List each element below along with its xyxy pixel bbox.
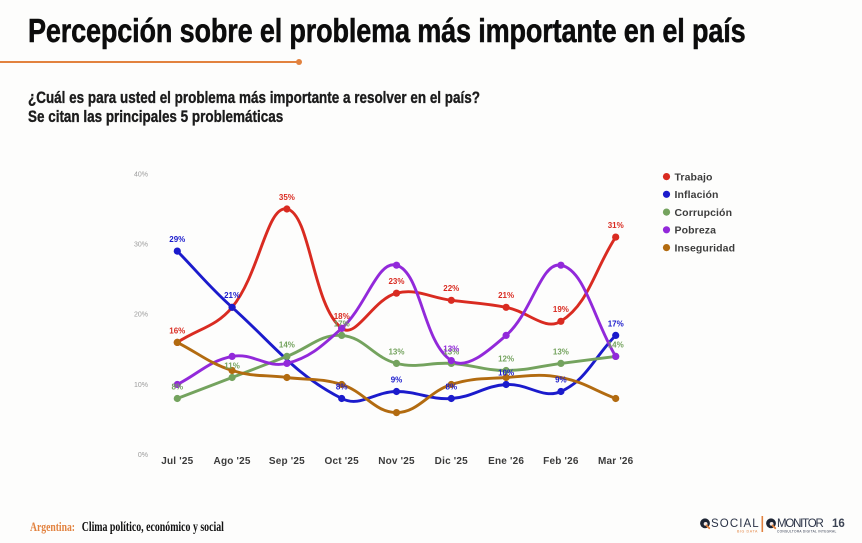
svg-text:10%: 10% xyxy=(498,368,514,377)
svg-text:21%: 21% xyxy=(224,291,240,300)
svg-text:BIG DATA: BIG DATA xyxy=(737,530,758,534)
svg-text:13%: 13% xyxy=(443,345,459,354)
svg-text:20%: 20% xyxy=(134,312,148,319)
svg-text:17%: 17% xyxy=(334,319,350,328)
svg-text:17%: 17% xyxy=(608,319,624,328)
svg-text:14%: 14% xyxy=(608,340,624,349)
svg-text:8%: 8% xyxy=(172,382,184,391)
svg-text:30%: 30% xyxy=(134,242,148,249)
svg-text:0%: 0% xyxy=(138,452,148,459)
svg-text:Ene '26: Ene '26 xyxy=(488,456,524,467)
svg-text:21%: 21% xyxy=(498,291,514,300)
svg-text:Pobreza: Pobreza xyxy=(675,225,717,237)
svg-text:19%: 19% xyxy=(553,305,569,314)
svg-text:13%: 13% xyxy=(553,347,569,356)
svg-text:11%: 11% xyxy=(224,361,240,370)
svg-text:Mar '26: Mar '26 xyxy=(598,456,634,467)
svg-text:MONITOR: MONITOR xyxy=(777,518,824,530)
svg-text:13%: 13% xyxy=(388,347,404,356)
svg-text:16%: 16% xyxy=(169,326,185,335)
svg-text:SOCIAL: SOCIAL xyxy=(711,518,760,530)
svg-text:Feb '26: Feb '26 xyxy=(543,456,579,467)
svg-text:8%: 8% xyxy=(336,382,348,391)
svg-text:Trabajo: Trabajo xyxy=(675,171,713,183)
svg-text:Ago '25: Ago '25 xyxy=(214,456,251,467)
svg-text:Nov '25: Nov '25 xyxy=(378,456,415,467)
svg-text:9%: 9% xyxy=(391,375,403,384)
svg-text:Jul '25: Jul '25 xyxy=(161,456,193,467)
svg-text:31%: 31% xyxy=(608,221,624,230)
svg-text:35%: 35% xyxy=(279,193,295,202)
svg-text:Inflación: Inflación xyxy=(675,189,719,201)
svg-text:29%: 29% xyxy=(169,235,185,244)
svg-text:10%: 10% xyxy=(134,382,148,389)
svg-text:CONSULTORA DIGITAL INTEGRAL: CONSULTORA DIGITAL INTEGRAL xyxy=(777,530,837,534)
svg-text:9%: 9% xyxy=(555,375,567,384)
svg-text:22%: 22% xyxy=(443,284,459,293)
svg-text:14%: 14% xyxy=(279,340,295,349)
svg-text:Inseguridad: Inseguridad xyxy=(675,242,736,254)
svg-text:Dic '25: Dic '25 xyxy=(435,456,468,467)
svg-text:Sep '25: Sep '25 xyxy=(269,456,305,467)
svg-text:8%: 8% xyxy=(446,382,458,391)
svg-text:Oct '25: Oct '25 xyxy=(325,456,360,467)
svg-text:18%: 18% xyxy=(334,312,350,321)
svg-text:40%: 40% xyxy=(134,171,148,178)
svg-text:13%: 13% xyxy=(443,347,459,356)
svg-text:Corrupción: Corrupción xyxy=(675,207,733,219)
svg-text:23%: 23% xyxy=(388,277,404,286)
svg-text:12%: 12% xyxy=(498,354,514,363)
